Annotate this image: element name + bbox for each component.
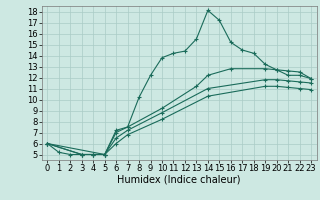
X-axis label: Humidex (Indice chaleur): Humidex (Indice chaleur) xyxy=(117,175,241,185)
